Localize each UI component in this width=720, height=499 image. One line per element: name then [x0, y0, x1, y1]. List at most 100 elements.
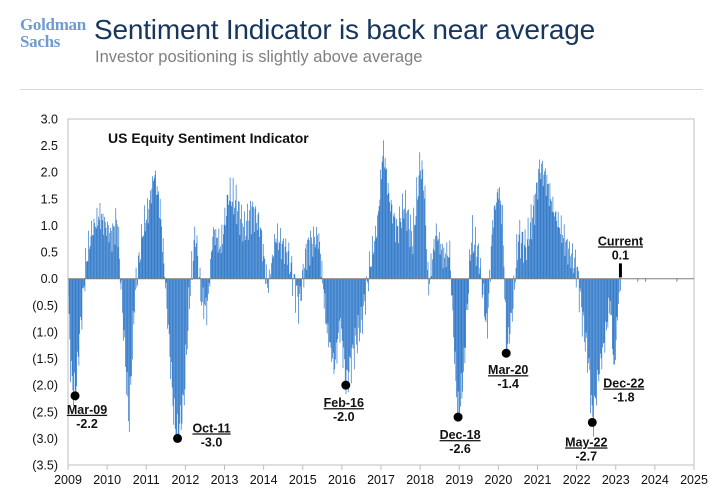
sentiment-bar	[445, 267, 447, 279]
sentiment-bar	[194, 226, 196, 279]
sentiment-bar	[506, 278, 508, 354]
sentiment-bar	[128, 278, 130, 433]
sentiment-bar	[115, 208, 117, 279]
sentiment-bar	[542, 186, 544, 279]
sentiment-bar	[460, 278, 462, 374]
sentiment-bar	[554, 212, 556, 279]
sentiment-bar	[360, 278, 362, 307]
sentiment-bar	[437, 240, 439, 279]
sentiment-bar	[90, 236, 92, 279]
sentiment-bar	[532, 217, 533, 279]
sentiment-bar	[442, 268, 444, 279]
sentiment-bar	[192, 260, 194, 279]
sentiment-bar	[98, 216, 99, 279]
sentiment-bar	[335, 278, 336, 360]
sentiment-bar	[285, 238, 287, 279]
sentiment-bar	[256, 230, 258, 279]
sentiment-bar	[272, 257, 274, 279]
sentiment-bar	[345, 278, 347, 394]
sentiment-bar	[113, 226, 115, 279]
sentiment-bar	[220, 253, 222, 279]
sentiment-bar	[189, 278, 190, 309]
sentiment-bar	[190, 278, 192, 280]
sentiment-bar	[555, 211, 557, 279]
sentiment-bar	[101, 220, 103, 279]
sentiment-bar	[598, 278, 600, 382]
axes-layer: 3.0 2.5 2.0 1.5 1.0 0.5 0.0 (0.5) (1.0) (1.5) (2.0…	[32, 113, 708, 488]
sentiment-bar	[283, 263, 285, 279]
sentiment-bar	[620, 278, 621, 291]
sentiment-bar	[426, 249, 427, 279]
x-tick-label: 2023	[602, 473, 630, 487]
sentiment-bar	[200, 278, 202, 302]
sentiment-bar	[306, 269, 308, 279]
sentiment-bar	[400, 221, 402, 279]
sentiment-bar	[480, 258, 482, 279]
sentiment-bar	[449, 240, 451, 279]
sentiment-bar	[580, 278, 582, 292]
sentiment-bar	[611, 278, 613, 349]
sentiment-bar	[109, 233, 111, 279]
trailing-mark	[676, 278, 678, 282]
sentiment-bar	[224, 207, 226, 279]
sentiment-bar	[356, 278, 357, 345]
sentiment-bar	[333, 278, 335, 374]
sentiment-bar	[110, 227, 111, 279]
sentiment-bar	[215, 229, 217, 279]
sentiment-bar	[322, 278, 324, 284]
sentiment-bar	[438, 239, 439, 279]
sentiment-bar	[344, 278, 345, 360]
sentiment-bar	[402, 193, 403, 279]
sentiment-bar	[534, 224, 536, 279]
sentiment-bar	[544, 171, 545, 279]
sentiment-bar	[602, 278, 603, 348]
sentiment-bar	[127, 278, 129, 397]
x-tick-label: 2020	[484, 473, 512, 487]
sentiment-bar	[95, 228, 97, 279]
sentiment-bar	[74, 278, 75, 373]
sentiment-bar	[164, 277, 166, 279]
sentiment-bar	[517, 241, 519, 279]
sentiment-bar	[411, 231, 412, 279]
sentiment-bar	[326, 278, 327, 325]
sentiment-bar	[319, 241, 321, 279]
sentiment-bar	[560, 215, 562, 279]
sentiment-bar	[247, 239, 249, 279]
sentiment-bar	[245, 235, 247, 279]
sentiment-bar	[430, 253, 432, 279]
sentiment-bar	[260, 228, 262, 279]
sentiment-bar	[146, 219, 147, 279]
sentiment-bar	[277, 223, 278, 279]
sentiment-bar	[107, 221, 108, 279]
sentiment-bar	[507, 278, 509, 344]
sentiment-bar	[142, 236, 144, 279]
annotation-value-label: -2.6	[449, 442, 471, 456]
sentiment-bar	[405, 212, 407, 279]
sentiment-bar	[338, 278, 339, 333]
sentiment-bar	[479, 267, 481, 279]
sentiment-bar	[447, 257, 449, 279]
sentiment-bar	[505, 278, 507, 352]
sentiment-bar	[504, 278, 506, 300]
sentiment-bar	[491, 234, 493, 279]
sentiment-bar	[93, 218, 95, 279]
sentiment-bar	[300, 278, 302, 301]
sentiment-bar	[196, 235, 198, 279]
sentiment-bar	[478, 273, 480, 279]
sentiment-bar	[355, 278, 357, 336]
sentiment-bar	[122, 278, 124, 341]
sentiment-bar	[397, 226, 399, 279]
sentiment-bar	[195, 243, 197, 279]
sentiment-bar	[353, 278, 355, 370]
annotation-marker	[70, 391, 80, 401]
sentiment-bar	[550, 199, 552, 279]
sentiment-bar	[552, 196, 554, 279]
annotation-date-label: Oct-11	[192, 421, 230, 435]
sentiment-bar	[156, 186, 158, 279]
sentiment-bar	[99, 202, 101, 279]
sentiment-bar	[608, 278, 610, 314]
sentiment-bar	[554, 216, 555, 279]
sentiment-bar	[298, 278, 299, 324]
sentiment-bar	[414, 224, 416, 279]
sentiment-bar	[558, 227, 560, 279]
